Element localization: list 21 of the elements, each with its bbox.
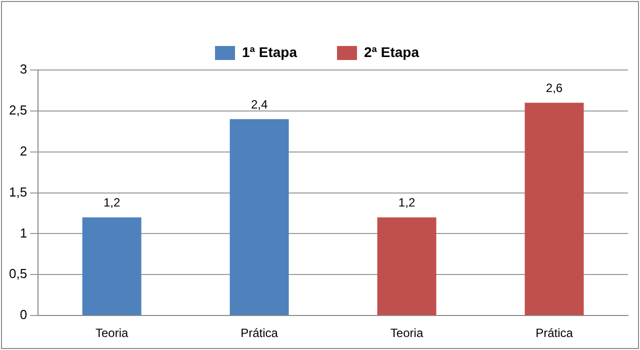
y-tick-label: 3 [20,62,28,77]
x-tick-label: Teoria [390,326,424,340]
y-tick-label: 0 [20,307,28,322]
bar [230,119,289,316]
legend-label: 1ª Etapa [242,44,298,60]
y-tick-label: 2 [20,143,28,158]
y-tick-label: 2,5 [8,102,28,118]
data-label: 2,6 [546,81,563,96]
x-tick-label: Teoria [95,326,128,340]
bar [82,217,142,316]
x-tick-label: Prática [536,326,574,340]
bar [524,102,584,316]
bar [377,217,436,316]
data-label: 2,4 [250,97,268,112]
x-tick-label: Prática [240,326,278,340]
data-label: 1,2 [103,196,120,210]
data-label: 1,2 [398,196,416,210]
y-tick-label: 1,5 [8,184,28,200]
y-tick-label: 0,5 [8,266,28,282]
legend-label: 2ª Etapa [364,44,420,60]
y-tick-label: 1 [20,225,28,240]
